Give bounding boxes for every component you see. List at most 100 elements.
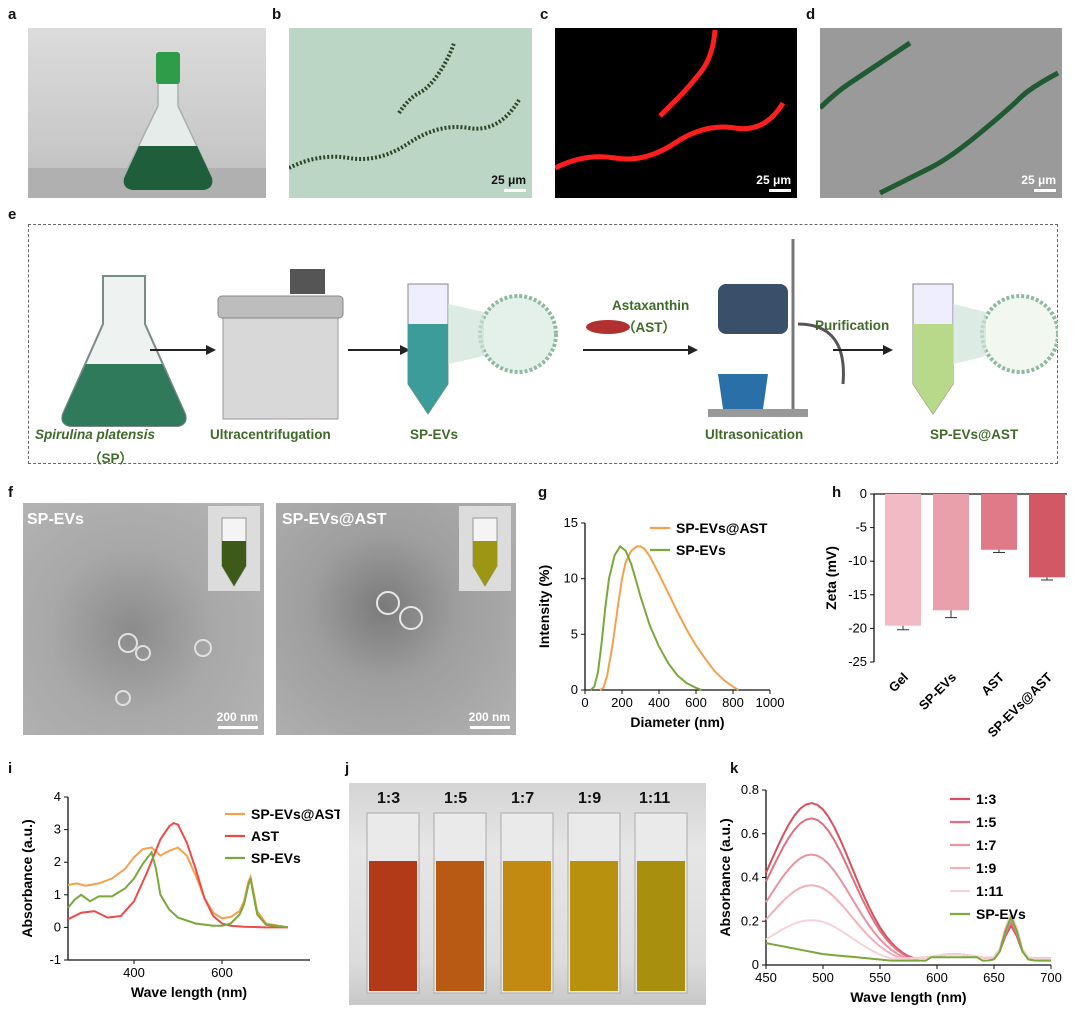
panel-label-d: d <box>806 6 816 23</box>
flask-photo <box>28 28 266 198</box>
step-sp-label: Spirulina platensis <box>35 427 156 442</box>
process-illustrations <box>61 239 1058 427</box>
chart-h-category-label: Gel <box>886 670 911 695</box>
scale-bar-f-left: 200 nm <box>217 710 258 729</box>
chart-k-legend-entry: 1:11 <box>976 883 1003 899</box>
chart-k-legend-entry: 1:7 <box>976 837 996 853</box>
chart-h-category-label: SP-EVs <box>916 670 959 713</box>
tem-label-sp-evs: SP-EVs <box>27 511 84 528</box>
chart-i-series-sp-evs-ast <box>67 846 289 929</box>
chart-k-x-tick-label: 700 <box>1040 970 1062 985</box>
chart-g-x-tick-label: 0 <box>581 695 588 710</box>
cuvette-label-1-9: 1:9 <box>578 790 602 807</box>
panel-label-a: a <box>8 6 17 23</box>
chart-g-x-axis-label: Diameter (nm) <box>630 714 724 730</box>
chart-g-legend-entry: SP-EVs <box>676 542 726 558</box>
panel-label-g: g <box>538 484 548 501</box>
chart-g-y-tick-label: 0 <box>571 682 578 697</box>
panel-label-c: c <box>540 6 549 23</box>
tem-image-sp-evs: SP-EVs 200 nm <box>23 503 264 735</box>
chart-k-series-6 <box>765 914 1051 962</box>
chart-k-legend-entry: 1:9 <box>976 860 996 876</box>
tem-inset-sp-evs <box>208 506 260 591</box>
sem-micrograph: 25 μm <box>820 28 1062 198</box>
chart-i-y-tick-label: -1 <box>49 952 61 967</box>
chart-h-y-tick-label: 0 <box>860 486 867 501</box>
step-sp-abbr: （SP） <box>88 451 134 466</box>
chart-i: 400 600 -1 0 1 2 3 4 Wave length (nm) Absorbance … <box>20 789 340 1000</box>
chart-i-y-tick-label: 2 <box>54 854 61 869</box>
chart-k-x-tick-label: 450 <box>755 970 777 985</box>
scale-bar-d: 25 μm <box>1021 173 1056 192</box>
chart-k-legend-entry: 1:3 <box>976 791 996 807</box>
chart-h-bar-3 <box>981 494 1017 550</box>
cuvette-label-1-3: 1:3 <box>377 790 401 807</box>
tem-image-sp-evs-ast: SP-EVs@AST 200 nm <box>276 503 516 735</box>
chart-g-x-tick-label: 1000 <box>756 695 785 710</box>
chart-i-y-tick-label: 0 <box>54 919 61 934</box>
chart-h-category-label: AST <box>978 669 1007 698</box>
process-box <box>28 224 1058 464</box>
chart-g-y-axis-label: Intensity (%) <box>536 565 552 648</box>
cuvette-label-1-11: 1:11 <box>639 790 671 807</box>
flask-illustration <box>28 52 266 198</box>
step-sp-evs-label: SP-EVs <box>410 427 459 442</box>
purification-label: Purification <box>815 318 890 333</box>
chart-g-legend-entry: SP-EVs@AST <box>676 520 768 536</box>
cuvette-photo: 1:3 1:5 1:7 1:9 1:11 <box>349 783 706 1005</box>
chart-h-bar-2 <box>933 494 969 611</box>
chart-g-x-tick-label: 400 <box>648 695 670 710</box>
chart-k-x-tick-label: 500 <box>812 970 834 985</box>
chart-k-y-tick-label: 0.6 <box>741 826 759 841</box>
chart-i-x-tick-label: 600 <box>211 965 233 980</box>
chart-g-series-sp-evs <box>589 544 702 691</box>
chart-k-x-tick-label: 600 <box>926 970 948 985</box>
panel-label-e: e <box>8 206 17 223</box>
chart-h-bar-4 <box>1029 494 1065 578</box>
chart-i-legend-entry: AST <box>251 828 279 844</box>
brightfield-micrograph: 25 μm <box>289 28 532 198</box>
panel-label-b: b <box>272 6 282 23</box>
chart-i-y-tick-label: 4 <box>54 789 61 804</box>
reagent-abbr: （AST） <box>622 320 676 335</box>
chart-h-y-tick-label: -5 <box>855 520 867 535</box>
chart-g-series-sp-evs-ast <box>599 545 740 691</box>
step-sp-evs-ast-label: SP-EVs@AST <box>930 427 1019 442</box>
chart-i-y-axis-label: Absorbance (a.u.) <box>20 819 35 937</box>
panel-label-h: h <box>832 484 842 501</box>
reagent-label: Astaxanthin <box>612 298 690 313</box>
chart-k-x-tick-label: 550 <box>869 970 891 985</box>
panel-label-i: i <box>8 760 13 777</box>
chart-k-x-tick-label: 650 <box>983 970 1005 985</box>
chart-k-y-tick-label: 0.2 <box>741 913 759 928</box>
panel-label-f: f <box>8 484 13 501</box>
chart-i-y-tick-label: 3 <box>54 822 61 837</box>
panel-label-j: j <box>345 760 350 777</box>
cuvette-label-1-7: 1:7 <box>511 790 535 807</box>
chart-g-y-tick-label: 5 <box>571 626 578 641</box>
chart-i-legend-entry: SP-EVs@AST <box>251 806 340 822</box>
scale-bar-b: 25 μm <box>491 173 526 192</box>
fluorescence-micrograph: 25 μm <box>555 28 797 198</box>
chart-h-y-tick-label: -10 <box>848 553 867 568</box>
chart-i-series-ast <box>67 821 288 929</box>
chart-k-y-tick-label: 0 <box>752 957 759 972</box>
step-ultrasonication-label: Ultrasonication <box>705 427 804 442</box>
panel-label-k: k <box>730 760 739 777</box>
chart-i-x-axis-label: Wave length (nm) <box>131 984 247 1000</box>
chart-k: 450 500 550 600 650 700 0 0.2 0.4 0.6 0.8 Wave leng… <box>718 782 1062 1005</box>
cuvette-label-1-5: 1:5 <box>444 790 468 807</box>
scale-bar-f-right: 200 nm <box>469 710 510 729</box>
tem-label-sp-evs-ast: SP-EVs@AST <box>282 511 387 528</box>
chart-h-y-tick-label: -20 <box>848 620 867 635</box>
chart-i-series-sp-evs <box>67 850 289 929</box>
chart-k-legend-entry: 1:5 <box>976 814 996 830</box>
tem-inset-sp-evs-ast <box>459 506 511 591</box>
chart-k-series-2 <box>765 817 1051 960</box>
chart-h-bar-1 <box>885 494 921 626</box>
chart-k-y-tick-label: 0.8 <box>741 782 759 797</box>
chart-k-y-axis-label: Absorbance (a.u.) <box>718 818 733 936</box>
chart-k-legend-entry: SP-EVs <box>976 906 1026 922</box>
chart-i-x-tick-label: 400 <box>123 965 145 980</box>
